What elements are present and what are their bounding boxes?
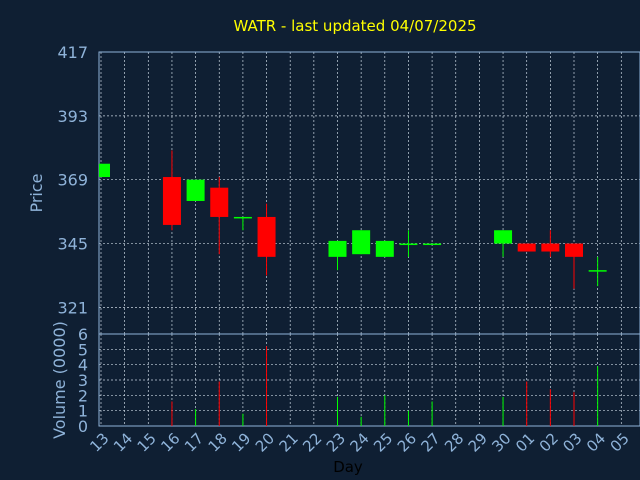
candle	[541, 230, 560, 257]
volume-tick-label: 3	[78, 371, 88, 390]
candle	[375, 240, 394, 257]
candle-body	[423, 243, 442, 246]
volume-tick-label: 1	[78, 402, 88, 421]
candle	[162, 150, 181, 231]
candle	[588, 256, 607, 287]
candle-body	[162, 177, 181, 225]
price-tick-label: 417	[57, 43, 88, 62]
candle-body	[210, 187, 229, 217]
price-tick-label: 393	[57, 107, 88, 126]
candle	[233, 216, 252, 231]
candle-body	[588, 270, 607, 272]
chart-title: WATR - last updated 04/07/2025	[233, 17, 476, 35]
price-tick-label: 369	[57, 171, 88, 190]
candle-body	[99, 163, 110, 178]
candle-body	[352, 230, 371, 255]
candle	[257, 203, 276, 276]
volume-tick-label: 4	[78, 356, 88, 375]
volume-tick-label: 5	[78, 340, 88, 359]
candle-body	[233, 216, 252, 219]
volume-axis-label: Volume (0000)	[50, 321, 69, 439]
candle-body	[328, 240, 347, 257]
price-axis-label: Price	[27, 173, 46, 212]
volume-tick-label: 6	[78, 325, 88, 344]
candle-body	[541, 243, 560, 252]
price-tick-label: 345	[57, 235, 88, 254]
candle-body	[565, 243, 583, 257]
candle-body	[375, 240, 394, 257]
volume-plot-frame	[98, 333, 640, 427]
candle	[352, 230, 371, 255]
candle	[99, 163, 110, 178]
candle	[565, 243, 583, 289]
candlesticks	[99, 150, 607, 289]
volume-tick-label: 0	[78, 417, 88, 436]
candle-body	[399, 243, 418, 246]
candle	[517, 243, 536, 252]
volume-tick-label: 2	[78, 386, 88, 405]
candle	[210, 177, 229, 255]
candle-body	[517, 243, 536, 252]
volume-bars	[171, 346, 599, 426]
candle	[186, 179, 205, 201]
candle	[399, 230, 418, 257]
day-tick-labels: 1314151617181920212223242526272829300102…	[86, 429, 633, 455]
price-tick-label: 321	[57, 298, 88, 317]
price-tick-labels: 321 345 369 393 417	[57, 43, 88, 317]
candle-body	[257, 216, 276, 257]
candle-body	[494, 230, 513, 244]
candle	[494, 230, 513, 257]
candle	[328, 240, 347, 271]
x-axis-label: Day	[333, 458, 363, 476]
candle-body	[186, 179, 205, 201]
candle	[423, 243, 442, 246]
